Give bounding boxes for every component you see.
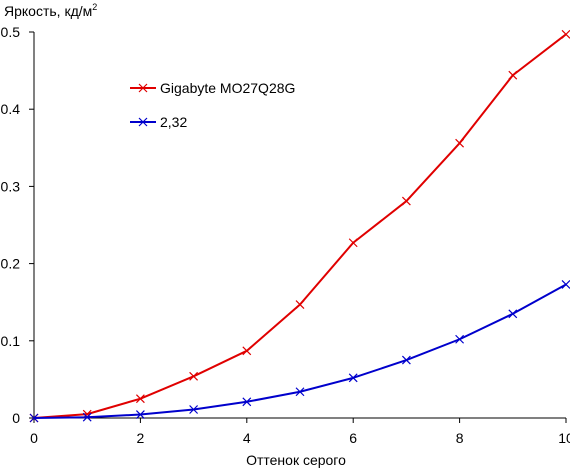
axes: 0 0.1 0.2 0.3 0.4 0.5 0 2 4 6 8 10 xyxy=(1,24,570,446)
legend-marker xyxy=(138,117,148,127)
y-tick-label: 0.4 xyxy=(1,101,21,117)
x-tick-label: 10 xyxy=(558,430,570,446)
legend-marker xyxy=(138,83,148,93)
data-point-marker xyxy=(508,309,518,319)
data-point-marker xyxy=(295,387,305,397)
data-point-marker xyxy=(455,138,465,148)
data-point-marker xyxy=(401,196,411,206)
x-tick-label: 2 xyxy=(137,430,145,446)
data-point-marker xyxy=(135,410,145,419)
data-point-marker xyxy=(29,413,39,423)
x-axis-title: Оттенок серого xyxy=(246,452,346,468)
data-point-marker xyxy=(401,355,411,365)
y-tick-label: 0 xyxy=(12,410,20,426)
y-axis-title-superscript: 2 xyxy=(92,2,97,12)
y-axis-title-text: Яркость, кд/м xyxy=(4,3,92,19)
series-group xyxy=(29,29,570,423)
x-tick-label: 0 xyxy=(30,430,38,446)
data-point-marker xyxy=(242,346,252,356)
data-point-marker xyxy=(561,29,570,39)
legend-label: 2,32 xyxy=(160,114,187,130)
x-tick-label: 6 xyxy=(349,430,357,446)
y-tick-label: 0.3 xyxy=(1,178,21,194)
data-point-marker xyxy=(455,334,465,344)
y-axis-title: Яркость, кд/м2 xyxy=(4,2,97,19)
data-point-marker xyxy=(348,238,358,248)
data-point-marker xyxy=(295,300,305,309)
legend: Gigabyte MO27Q28G 2,32 xyxy=(130,80,295,130)
data-point-marker xyxy=(348,373,358,383)
data-point-marker xyxy=(189,405,199,414)
legend-label: Gigabyte MO27Q28G xyxy=(160,80,295,96)
data-point-marker xyxy=(242,397,252,407)
series-line-1 xyxy=(33,33,567,419)
data-point-marker xyxy=(189,371,199,381)
data-point-marker xyxy=(561,280,570,289)
data-point-marker xyxy=(135,394,145,404)
x-tick-label: 4 xyxy=(243,430,251,446)
y-tick-label: 0.1 xyxy=(1,333,21,349)
data-point-marker xyxy=(82,412,92,422)
y-tick-label: 0.5 xyxy=(1,24,21,40)
y-tick-label: 0.2 xyxy=(1,256,21,272)
x-tick-label: 8 xyxy=(456,430,464,446)
data-point-marker xyxy=(508,70,518,80)
